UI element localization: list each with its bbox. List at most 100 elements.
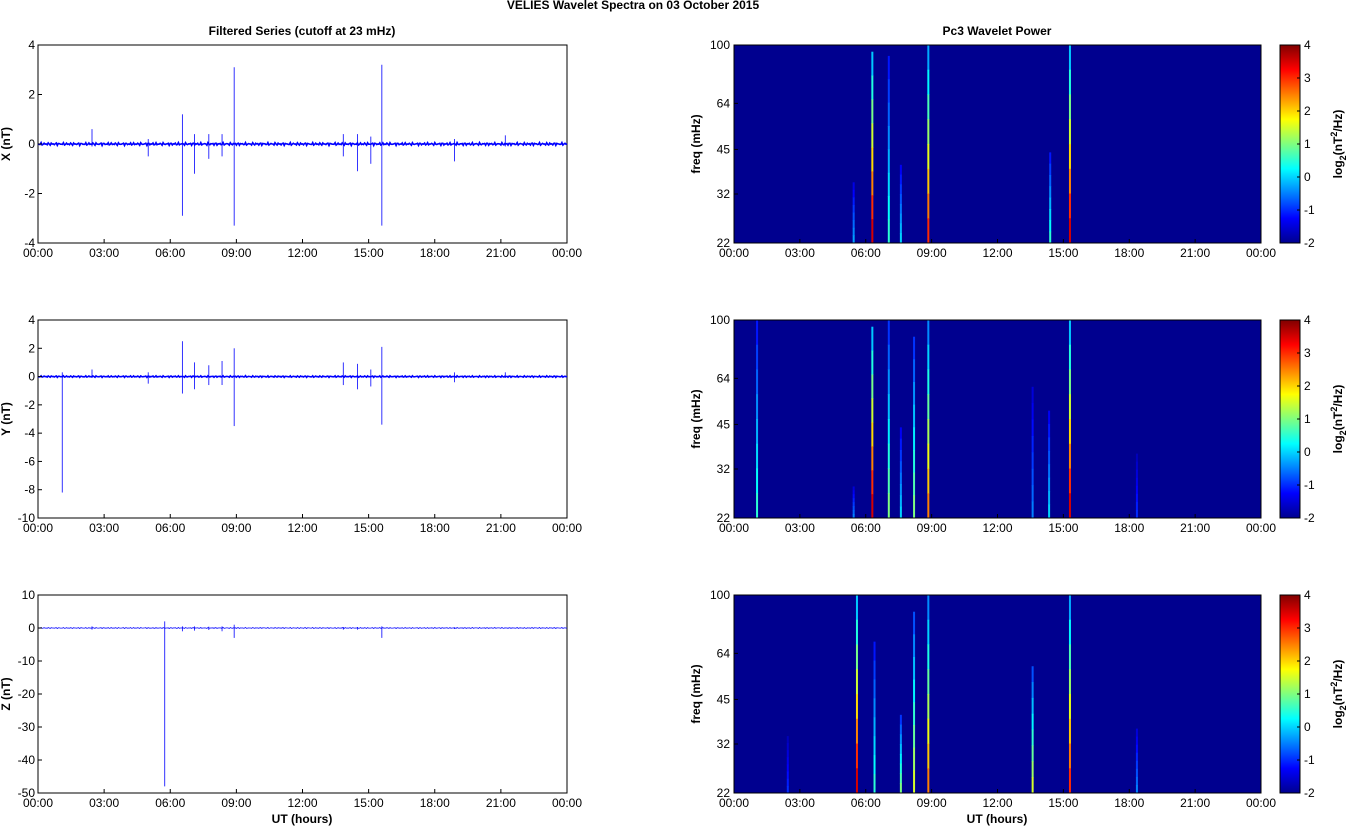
power-burst	[913, 382, 916, 406]
power-burst	[1135, 509, 1138, 519]
power-burst	[913, 427, 916, 451]
series-xtick-label: 12:00	[287, 796, 317, 810]
power-burst	[871, 350, 874, 376]
power-xtick-label: 09:00	[917, 246, 947, 260]
power-burst	[899, 724, 902, 735]
ytick-label: -10	[18, 511, 36, 525]
series-xtick-label: 03:00	[89, 521, 119, 535]
series-xtick-label: 00:00	[552, 246, 582, 260]
power-burst	[871, 123, 874, 148]
power-burst	[899, 783, 902, 794]
power-burst	[1031, 745, 1034, 762]
power-burst	[927, 119, 930, 145]
colorbar-tick-label: 0	[1304, 170, 1311, 184]
power-burst	[1049, 175, 1052, 187]
power-burst	[899, 472, 902, 485]
series-xtick-label: 06:00	[155, 796, 185, 810]
ytick-label: -10	[18, 654, 36, 668]
power-burst	[855, 669, 858, 695]
power-burst	[927, 743, 930, 769]
power-burst	[756, 394, 759, 420]
power-burst	[1068, 344, 1071, 370]
ytick-label: 45	[717, 417, 731, 431]
power-burst	[1068, 369, 1071, 395]
power-burst	[786, 736, 789, 744]
power-burst	[873, 679, 876, 699]
power-burst	[1068, 94, 1071, 120]
power-burst	[887, 219, 890, 244]
right-x-axis-label: UT (hours)	[967, 812, 1028, 826]
ytick-label: -2	[24, 187, 35, 201]
colorbar-tick-label: -2	[1304, 786, 1315, 800]
power-burst	[927, 644, 930, 670]
power-burst	[887, 493, 890, 519]
power-xtick-label: 21:00	[1180, 521, 1210, 535]
power-burst	[1135, 493, 1138, 503]
colorbar-tick-label: 2	[1304, 379, 1311, 393]
colorbar-tick-label: 2	[1304, 104, 1311, 118]
power-burst	[1049, 186, 1052, 199]
series-xtick-label: 09:00	[221, 796, 251, 810]
power-burst	[871, 51, 874, 77]
power-burst	[913, 359, 916, 383]
ytick-label: 22	[717, 236, 731, 250]
power-xtick-label: 00:00	[719, 246, 749, 260]
power-burst	[887, 369, 890, 395]
power-burst	[852, 189, 855, 198]
power-burst	[1049, 197, 1052, 210]
power-burst	[899, 763, 902, 774]
power-xtick-label: 18:00	[1114, 246, 1144, 260]
power-burst	[871, 326, 874, 352]
power-burst	[913, 495, 916, 519]
series-xtick-label: 18:00	[420, 521, 450, 535]
power-burst	[887, 126, 890, 150]
ytick-label: 0	[28, 621, 35, 635]
power-burst	[873, 717, 876, 737]
ytick-label: -8	[24, 483, 35, 497]
power-burst	[852, 510, 855, 515]
colorbar-tick-label: -1	[1304, 203, 1315, 217]
power-burst	[1031, 666, 1034, 683]
power-burst	[913, 702, 916, 726]
power-burst	[913, 725, 916, 749]
power-burst	[887, 443, 890, 469]
power-burst	[1068, 144, 1071, 170]
power-burst	[873, 736, 876, 756]
colorbar-tick-label: 3	[1304, 621, 1311, 635]
power-burst	[1031, 682, 1034, 699]
power-burst	[1049, 209, 1052, 221]
colorbar-tick-label: 0	[1304, 445, 1311, 459]
ytick-label: 32	[717, 737, 731, 751]
left-x-axis-label: UT (hours)	[272, 812, 333, 826]
power-burst	[927, 768, 930, 794]
colorbar-label: log2(nT2/Hz)	[1329, 110, 1348, 179]
power-burst	[1048, 464, 1051, 479]
power-burst	[899, 461, 902, 474]
power-burst	[1049, 231, 1052, 244]
ytick-label: 100	[710, 38, 730, 52]
ytick-label: 64	[717, 371, 731, 385]
power-xtick-label: 03:00	[785, 796, 815, 810]
series-xtick-label: 03:00	[89, 246, 119, 260]
power-xtick-label: 12:00	[982, 796, 1012, 810]
series-xtick-label: 00:00	[23, 246, 53, 260]
power-burst	[756, 320, 759, 346]
ytick-label: -20	[18, 687, 36, 701]
power-burst	[786, 757, 789, 766]
plot-area	[37, 319, 568, 519]
power-burst	[887, 55, 890, 80]
power-burst	[871, 75, 874, 101]
power-burst	[1068, 419, 1071, 445]
power-burst	[1049, 163, 1052, 176]
power-burst	[899, 174, 902, 185]
left-column-title: Filtered Series (cutoff at 23 mHz)	[209, 24, 396, 38]
power-burst	[1135, 501, 1138, 511]
power-burst	[1068, 69, 1071, 95]
power-burst	[887, 172, 890, 197]
power-burst	[1031, 468, 1034, 486]
power-burst	[1068, 493, 1071, 519]
power-xtick-label: 06:00	[851, 796, 881, 810]
series-xtick-label: 15:00	[354, 246, 384, 260]
